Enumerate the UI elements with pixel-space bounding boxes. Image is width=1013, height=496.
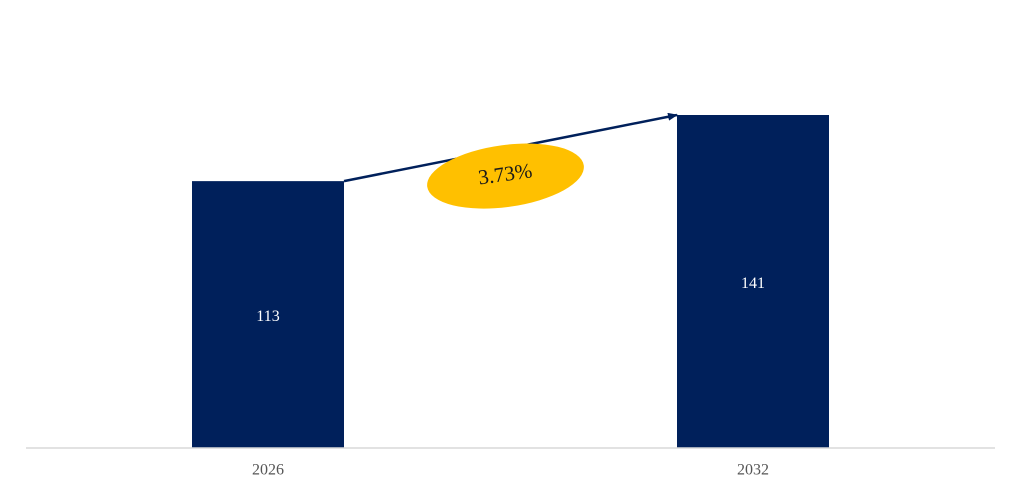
cagr-ellipse xyxy=(427,143,584,209)
x-tick-label-2032: 2032 xyxy=(737,462,769,479)
cagr-annotation: 3.73% xyxy=(343,112,678,209)
data-label-2032: 141 xyxy=(741,275,765,292)
x-tick-label-2026: 2026 xyxy=(252,462,284,479)
data-label-2026: 113 xyxy=(256,308,279,325)
bar-2026 xyxy=(192,181,344,448)
bars-layer: 113 141 xyxy=(192,115,829,448)
bar-2032 xyxy=(677,115,829,448)
ticks-layer: 2026 2032 xyxy=(252,462,769,479)
